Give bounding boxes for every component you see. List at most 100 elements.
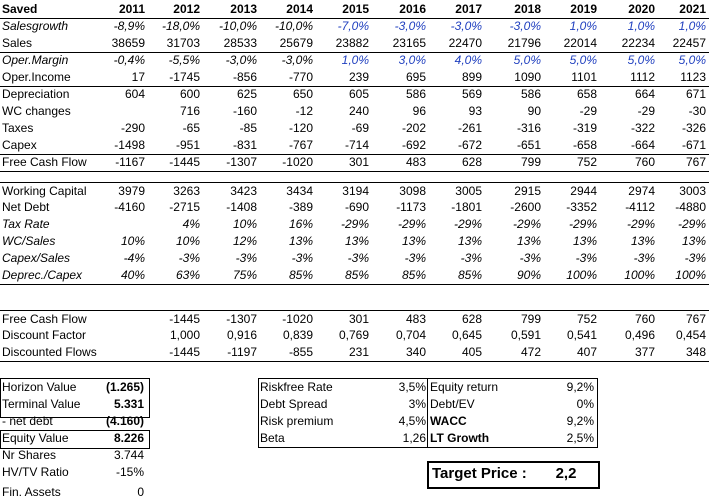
table-cell[interactable]: 301 — [348, 312, 369, 326]
debt-ev-value[interactable]: 0% — [576, 397, 594, 411]
table-cell[interactable]: 38659 — [111, 36, 145, 50]
table-cell[interactable]: 405 — [461, 345, 482, 359]
table-cell[interactable]: -951 — [175, 138, 200, 152]
year-header[interactable]: 2020 — [628, 2, 655, 16]
table-cell[interactable]: -3,0% — [394, 19, 426, 33]
beta-value[interactable]: 1,26 — [402, 431, 426, 445]
table-cell[interactable]: -2715 — [169, 200, 200, 214]
table-cell[interactable]: 3434 — [286, 184, 313, 198]
table-cell[interactable] — [93, 311, 145, 328]
table-cell[interactable]: 0,541 — [566, 328, 597, 342]
table-cell[interactable]: 100% — [675, 268, 706, 282]
table-cell[interactable]: -3% — [404, 251, 426, 265]
table-cell[interactable]: 23165 — [392, 36, 426, 50]
table-cell[interactable]: -3% — [291, 251, 313, 265]
table-cell[interactable]: -856 — [232, 70, 257, 84]
table-cell[interactable]: 586 — [405, 87, 426, 101]
table-cell[interactable]: 13% — [457, 234, 482, 248]
table-cell[interactable]: -29% — [626, 217, 655, 231]
table-cell[interactable]: 628 — [461, 155, 482, 169]
table-cell[interactable]: 650 — [292, 87, 313, 101]
table-cell[interactable]: -767 — [288, 138, 313, 152]
table-cell[interactable]: 1,0% — [569, 19, 597, 33]
table-cell[interactable]: -3% — [178, 251, 200, 265]
year-header[interactable]: 2015 — [342, 2, 369, 16]
table-cell[interactable]: -3% — [575, 251, 597, 265]
table-cell[interactable]: -1173 — [396, 200, 426, 214]
table-cell[interactable]: 5,0% — [513, 53, 541, 67]
table-cell[interactable]: 1101 — [571, 70, 597, 84]
table-cell[interactable]: 3263 — [173, 184, 200, 198]
table-cell[interactable]: -0,4% — [113, 53, 145, 67]
table-cell[interactable]: 3,0% — [398, 53, 426, 67]
table-cell[interactable]: -1167 — [115, 155, 145, 169]
table-cell[interactable]: 100% — [624, 268, 655, 282]
table-cell[interactable]: -30 — [688, 104, 706, 118]
table-cell[interactable]: -3,0% — [509, 19, 541, 33]
table-cell[interactable]: 22014 — [563, 36, 597, 50]
table-cell[interactable]: -1307 — [226, 155, 257, 169]
table-cell[interactable]: 13% — [401, 234, 426, 248]
table-cell[interactable]: 10% — [120, 234, 145, 248]
table-cell[interactable]: 231 — [348, 345, 369, 359]
table-cell[interactable]: -4160 — [114, 200, 145, 214]
table-cell[interactable]: 752 — [576, 312, 597, 326]
table-cell[interactable]: 3003 — [679, 184, 706, 198]
table-cell[interactable]: 0,496 — [624, 328, 655, 342]
table-cell[interactable]: 13% — [681, 234, 706, 248]
table-cell[interactable]: 5,0% — [627, 53, 655, 67]
table-cell[interactable]: 0,645 — [451, 328, 482, 342]
table-cell[interactable]: 695 — [405, 70, 426, 84]
table-cell[interactable]: -1745 — [169, 70, 200, 84]
table-cell[interactable]: 760 — [634, 155, 655, 169]
table-cell[interactable]: -3% — [347, 251, 369, 265]
wacc-value[interactable]: 9,2% — [566, 414, 594, 428]
table-cell[interactable]: -160 — [232, 104, 257, 118]
table-cell[interactable]: -3% — [235, 251, 257, 265]
table-cell[interactable]: 10% — [232, 217, 257, 231]
table-cell[interactable]: -770 — [288, 70, 313, 84]
table-cell[interactable]: 13% — [344, 234, 369, 248]
table-cell[interactable]: -4% — [123, 251, 145, 265]
table-cell[interactable]: 100% — [566, 268, 597, 282]
table-cell[interactable]: -1020 — [282, 155, 313, 169]
table-cell[interactable]: 13% — [516, 234, 541, 248]
table-cell[interactable]: 5,0% — [569, 53, 597, 67]
table-cell[interactable]: -651 — [516, 138, 541, 152]
table-cell[interactable]: 12% — [232, 234, 257, 248]
table-cell[interactable]: 239 — [348, 70, 369, 84]
table-cell[interactable]: -1801 — [451, 200, 482, 214]
table-cell[interactable]: 85% — [344, 268, 369, 282]
table-cell[interactable]: -1020 — [282, 312, 313, 326]
table-cell[interactable]: 5,0% — [678, 53, 706, 67]
table-cell[interactable]: 628 — [461, 312, 482, 326]
table-cell[interactable]: 3005 — [455, 184, 482, 198]
table-cell[interactable]: -85 — [239, 121, 257, 135]
table-cell[interactable]: -3% — [684, 251, 706, 265]
table-cell[interactable]: 25679 — [279, 36, 313, 50]
table-cell[interactable]: 671 — [685, 87, 706, 101]
table-cell[interactable]: -1445 — [169, 312, 200, 326]
table-cell[interactable]: 16% — [288, 217, 313, 231]
table-cell[interactable]: -29 — [579, 104, 597, 118]
table-cell[interactable]: -29% — [512, 217, 541, 231]
table-cell[interactable]: 625 — [236, 87, 257, 101]
equity-return-value[interactable]: 9,2% — [566, 380, 594, 394]
table-cell[interactable]: 899 — [461, 70, 482, 84]
table-cell[interactable]: -3% — [633, 251, 655, 265]
table-cell[interactable]: -855 — [288, 345, 313, 359]
table-cell[interactable]: -1408 — [226, 200, 257, 214]
table-cell[interactable]: -3% — [460, 251, 482, 265]
table-cell[interactable]: -12 — [295, 104, 313, 118]
table-cell[interactable]: -202 — [401, 121, 426, 135]
table-cell[interactable]: -1498 — [114, 138, 145, 152]
table-cell[interactable]: 3979 — [118, 184, 145, 198]
table-cell[interactable]: 0,591 — [510, 328, 541, 342]
table-cell[interactable]: -261 — [457, 121, 482, 135]
nr-shares-value[interactable]: 3.744 — [113, 448, 144, 462]
table-cell[interactable]: 13% — [288, 234, 313, 248]
terminal-value[interactable]: 5.331 — [113, 397, 144, 411]
table-cell[interactable]: -69 — [351, 121, 369, 135]
table-cell[interactable]: 3423 — [230, 184, 257, 198]
table-cell[interactable]: 799 — [520, 155, 541, 169]
